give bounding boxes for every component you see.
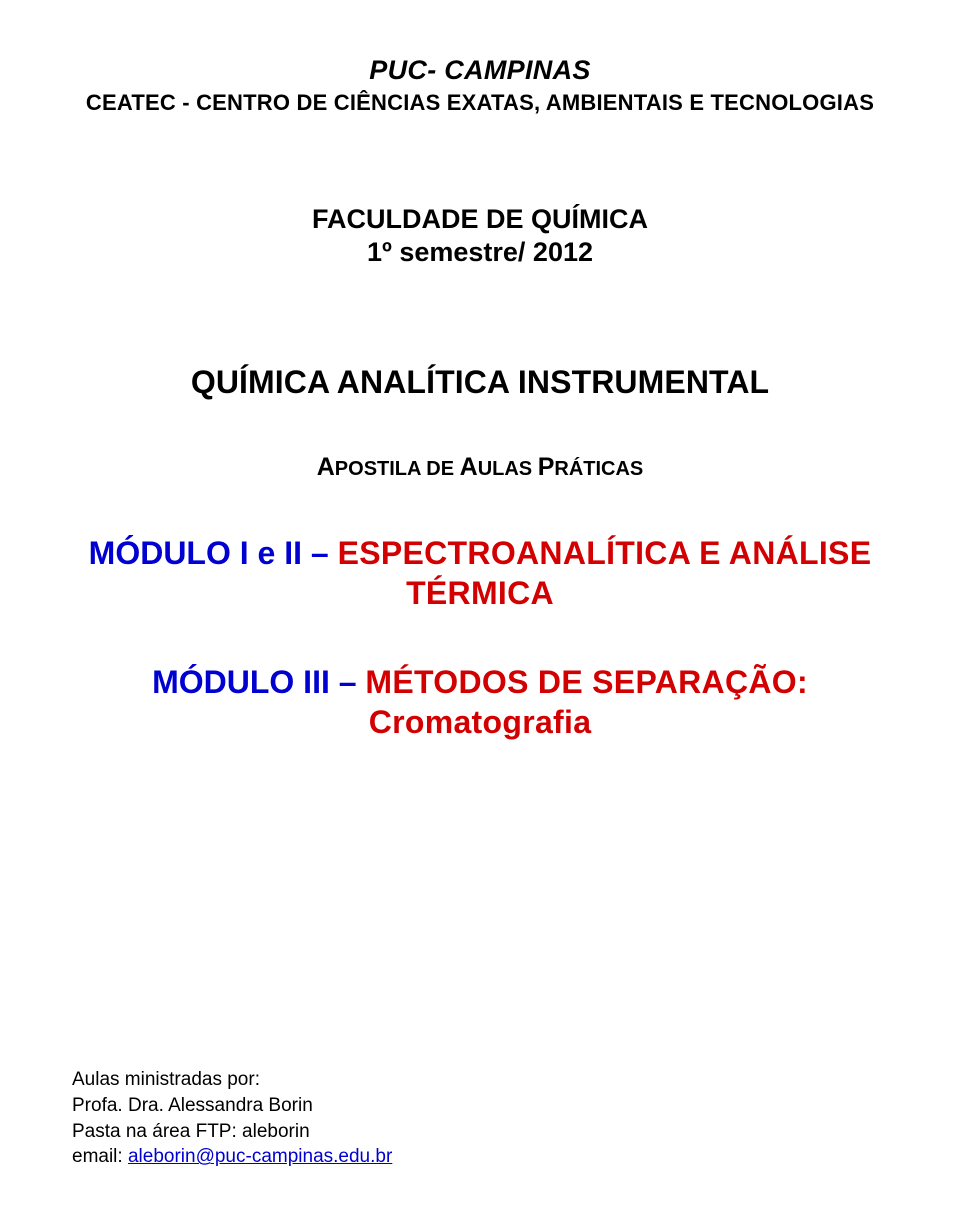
footer-email-label: email:: [72, 1146, 128, 1167]
subtitle-w3-rest: RÁTICAS: [554, 458, 643, 480]
footer-block: Aulas ministradas por: Profa. Dra. Aless…: [72, 1067, 392, 1170]
subtitle-apostila: APOSTILA DE AULAS PRÁTICAS: [72, 453, 888, 482]
footer-email-line: email: aleborin@puc-campinas.edu.br: [72, 1144, 392, 1170]
module-1-label: MÓDULO I e II: [89, 535, 302, 571]
subtitle-w1-rest: POSTILA DE: [335, 458, 460, 480]
footer-taught-by: Aulas ministradas por:: [72, 1067, 392, 1093]
module-2-topic: MÉTODOS DE SEPARAÇÃO: Cromatografia: [365, 664, 808, 740]
module-1-topic: ESPECTROANALÍTICA E ANÁLISE TÉRMICA: [338, 535, 872, 611]
footer-professor: Profa. Dra. Alessandra Borin: [72, 1093, 392, 1119]
module-2-dash: –: [330, 664, 366, 700]
faculty-name: FACULDADE DE QUÍMICA: [72, 204, 888, 235]
footer-ftp: Pasta na área FTP: aleborin: [72, 1119, 392, 1145]
institution-name: PUC- CAMPINAS: [72, 55, 888, 86]
module-2-block: MÓDULO III – MÉTODOS DE SEPARAÇÃO: Croma…: [72, 663, 888, 742]
subtitle-w2-cap: A: [460, 453, 478, 481]
subtitle-w1-cap: A: [317, 453, 335, 481]
subtitle-w2-rest: ULAS: [478, 458, 538, 480]
center-name: CEATEC - CENTRO DE CIÊNCIAS EXATAS, AMBI…: [72, 90, 888, 116]
module-2-label: MÓDULO III: [152, 664, 330, 700]
module-1-dash: –: [302, 535, 338, 571]
subtitle-w3-cap: P: [538, 453, 555, 481]
semester-label: 1º semestre/ 2012: [72, 237, 888, 268]
module-1-block: MÓDULO I e II – ESPECTROANALÍTICA E ANÁL…: [72, 534, 888, 613]
footer-email-link[interactable]: aleborin@puc-campinas.edu.br: [128, 1146, 392, 1167]
course-title: QUÍMICA ANALÍTICA INSTRUMENTAL: [72, 364, 888, 401]
